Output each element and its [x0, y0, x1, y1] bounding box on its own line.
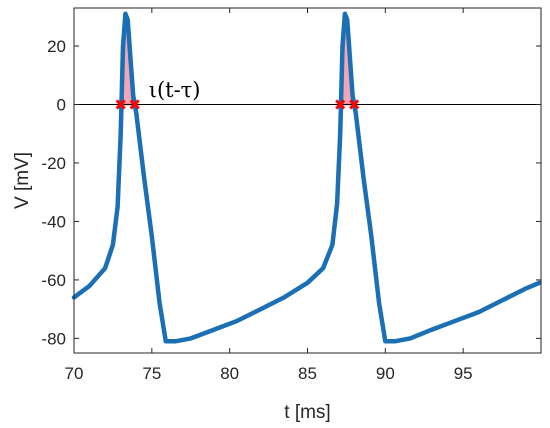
threshold-crossing-marker	[335, 99, 346, 110]
y-tick-label: -60	[41, 271, 66, 290]
x-axis-label: t [ms]	[284, 402, 330, 423]
y-axis-label: V [mV]	[12, 152, 33, 209]
x-tick-label: 75	[142, 364, 161, 383]
threshold-crossing-marker	[349, 99, 360, 110]
threshold-crossing-marker	[129, 99, 140, 110]
y-tick-label: 20	[47, 37, 66, 56]
x-tick-label: 95	[454, 364, 473, 383]
y-tick-label: -20	[41, 154, 66, 173]
y-tick-label: 0	[57, 95, 66, 114]
x-tick-label: 85	[298, 364, 317, 383]
iota-annotation: ι(t-τ)	[149, 78, 201, 102]
x-tick-label: 90	[376, 364, 395, 383]
voltage-trace	[71, 11, 542, 344]
y-tick-label: -80	[41, 329, 66, 348]
x-tick-label: 80	[220, 364, 239, 383]
x-tick-label: 70	[65, 364, 84, 383]
threshold-crossing-marker	[115, 99, 126, 110]
y-tick-label: -40	[41, 212, 66, 231]
